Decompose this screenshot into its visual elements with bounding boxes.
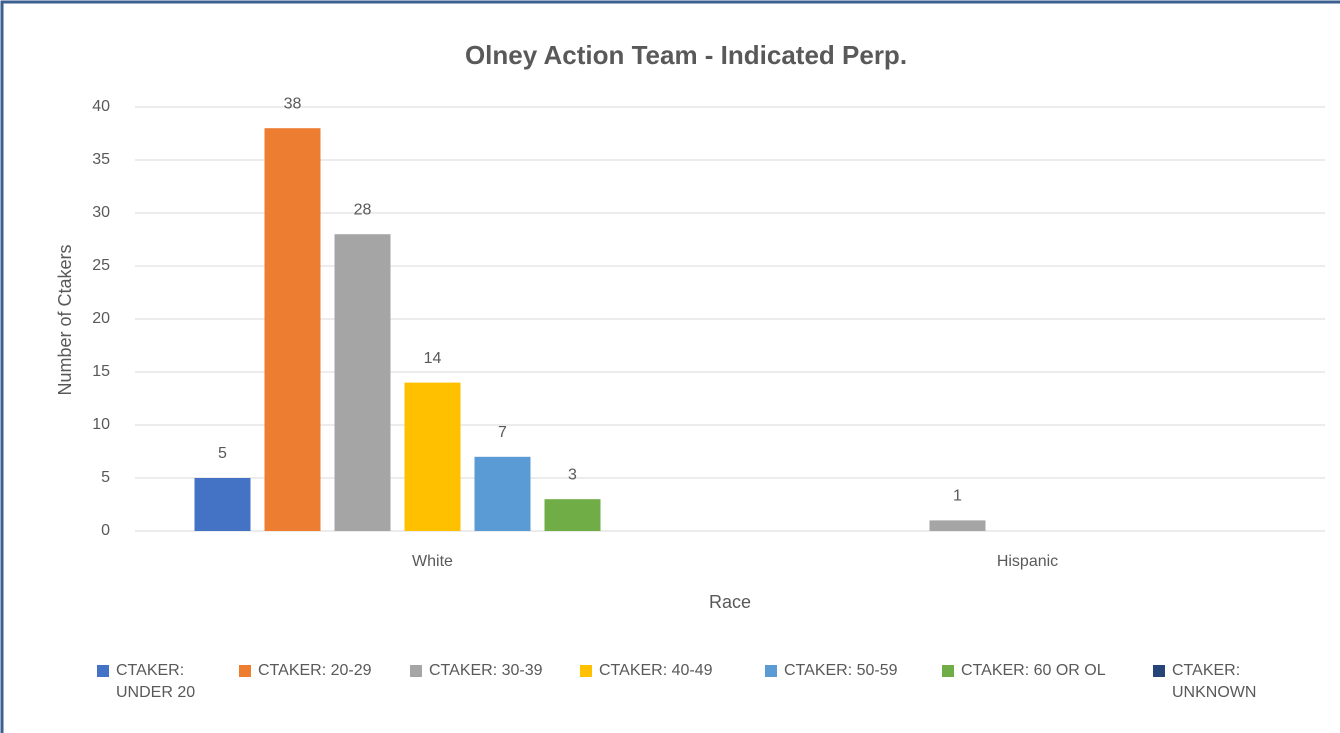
legend-swatch (1153, 665, 1165, 677)
data-label: 14 (424, 350, 442, 367)
legend-item: CTAKER: UNDER 20 (97, 660, 216, 704)
legend-swatch (410, 665, 422, 677)
legend-swatch (765, 665, 777, 677)
legend-label: CTAKER: 30-39 (429, 662, 543, 679)
bar (334, 234, 391, 531)
legend-swatch (580, 665, 592, 677)
legend-swatch (239, 665, 251, 677)
legend-item: CTAKER: 30-39 (410, 660, 579, 682)
legend-label: CTAKER: 20-29 (258, 662, 372, 679)
legend-swatch (942, 665, 954, 677)
legend-item: CTAKER: 40-49 (580, 660, 749, 682)
chart-title: Olney Action Team - Indicated Perp. (465, 40, 907, 70)
bar (264, 128, 321, 531)
legend-label: CTAKER: UNDER 20 (116, 662, 196, 701)
y-axis-label: Number of Ctakers (55, 244, 75, 395)
data-label: 3 (568, 466, 577, 483)
legend-swatch (97, 665, 109, 677)
bar (929, 520, 986, 531)
y-tick-label: 15 (92, 363, 110, 380)
legend-label: CTAKER: 50-59 (784, 662, 898, 679)
bar (474, 456, 531, 531)
data-label: 7 (498, 424, 507, 441)
legend-item: CTAKER: 20-29 (239, 660, 408, 682)
legend-label: CTAKER: 40-49 (599, 662, 713, 679)
y-tick-label: 0 (101, 522, 110, 539)
legend-label: CTAKER: 60 OR OL (961, 662, 1106, 679)
x-axis-label: Race (709, 592, 751, 612)
legend-item: CTAKER: UNKNOWN (1153, 660, 1272, 704)
x-tick-label: White (412, 553, 453, 570)
x-tick-label: Hispanic (997, 553, 1058, 570)
legend-label: CTAKER: UNKNOWN (1172, 662, 1257, 701)
data-label: 38 (284, 95, 302, 112)
bar (404, 382, 461, 531)
legend-item: CTAKER: 50-59 (765, 660, 934, 682)
y-tick-label: 40 (92, 98, 110, 115)
legend-item: CTAKER: 60 OR OL (942, 660, 1141, 682)
bar (194, 478, 251, 531)
y-tick-label: 35 (92, 151, 110, 168)
y-tick-label: 20 (92, 310, 110, 327)
data-label: 28 (354, 201, 372, 218)
bar (544, 499, 601, 531)
y-tick-label: 10 (92, 416, 110, 433)
data-label: 5 (218, 445, 227, 462)
y-tick-label: 25 (92, 257, 110, 274)
y-tick-label: 30 (92, 204, 110, 221)
y-tick-label: 5 (101, 469, 110, 486)
data-label: 1 (953, 488, 962, 505)
